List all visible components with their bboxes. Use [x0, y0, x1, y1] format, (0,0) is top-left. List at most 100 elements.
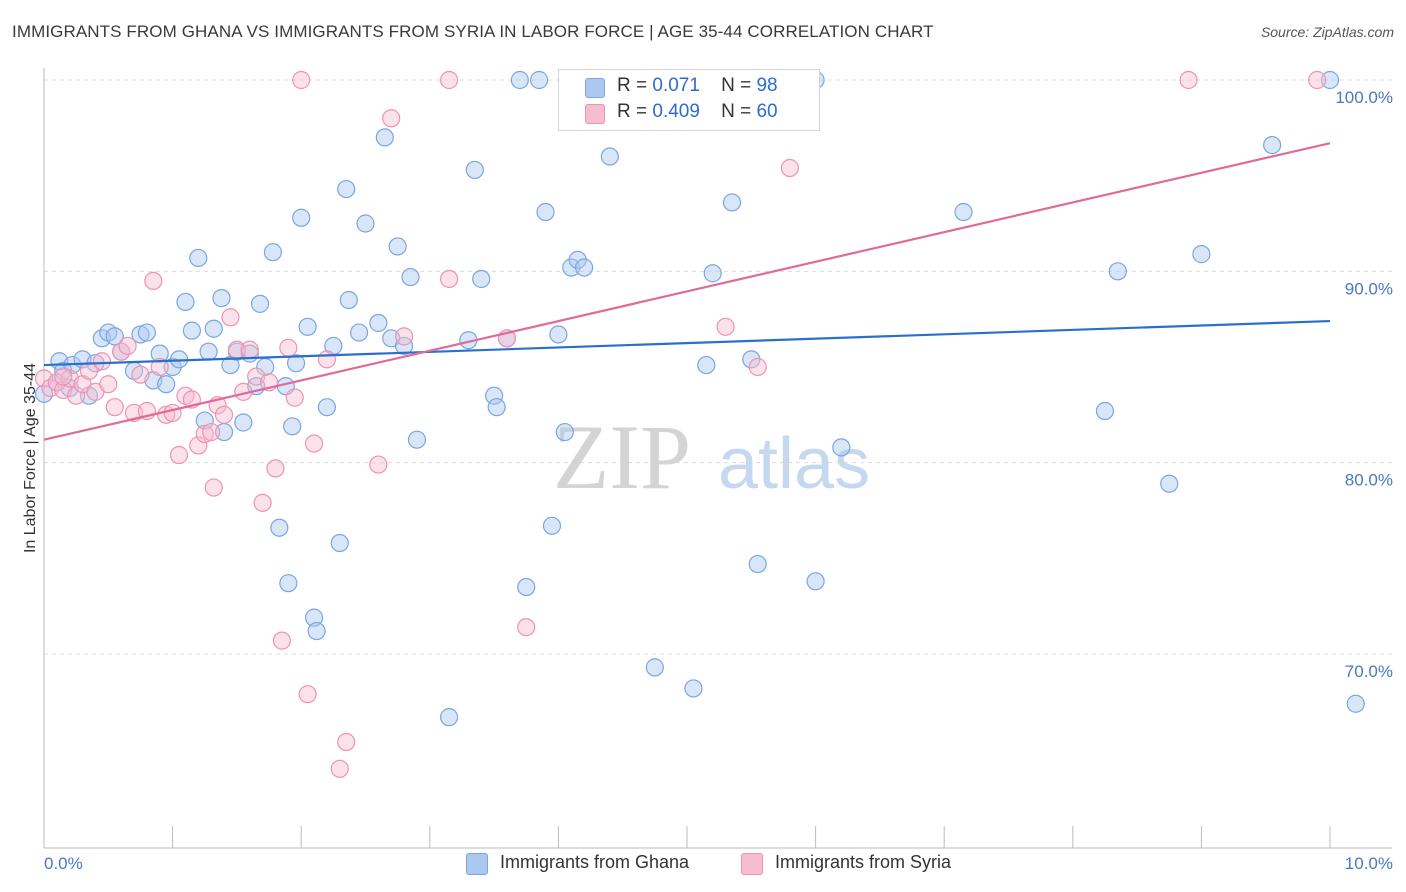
legend-swatch-ghana	[585, 78, 605, 98]
point-syria	[317, 350, 337, 369]
point-ghana	[317, 398, 337, 417]
y-tick-labels: 70.0% 80.0% 90.0% 100.0%	[1335, 88, 1393, 681]
point-ghana	[555, 422, 574, 442]
point-ghana	[250, 294, 270, 313]
point-ghana	[182, 321, 201, 340]
point-ghana	[549, 325, 568, 344]
point-syria	[285, 388, 304, 407]
point-ghana	[131, 325, 150, 344]
point-ghana	[542, 516, 562, 535]
point-syria	[202, 422, 221, 442]
trend-line-syria	[43, 142, 1331, 441]
point-syria	[92, 352, 111, 371]
point-syria	[439, 269, 459, 289]
point-ghana	[304, 608, 324, 627]
legend-r-label: R =	[617, 101, 648, 122]
point-syria	[67, 386, 86, 405]
point-ghana	[722, 193, 742, 212]
legend-r-value-syria: 0.409	[652, 101, 700, 122]
point-ghana	[1160, 474, 1179, 493]
point-syria	[163, 403, 182, 423]
point-ghana	[195, 411, 214, 430]
y-tick-label: 90.0%	[1345, 279, 1393, 298]
point-ghana	[157, 375, 176, 394]
point-syria	[131, 365, 150, 384]
y-tick-label: 80.0%	[1345, 471, 1393, 490]
point-syria	[716, 317, 735, 336]
point-ghana	[465, 160, 484, 180]
point-ghana	[645, 658, 664, 677]
point-syria	[337, 732, 356, 752]
series-ghana-points	[34, 70, 1365, 727]
bottom-legend-label-syria: Immigrants from Syria	[775, 852, 952, 872]
point-syria	[204, 478, 223, 497]
legend-n-value-syria: 60	[756, 101, 778, 122]
point-syria	[253, 493, 272, 512]
point-syria	[221, 308, 240, 327]
point-ghana	[530, 70, 549, 90]
bottom-legend-swatch-syria	[741, 853, 763, 875]
point-ghana	[286, 354, 306, 373]
point-ghana	[1192, 245, 1211, 264]
point-syria	[54, 367, 73, 386]
point-ghana	[375, 128, 394, 147]
point-ghana	[337, 179, 356, 199]
point-syria	[195, 424, 214, 444]
point-ghana	[485, 386, 504, 405]
point-ghana	[684, 679, 703, 698]
point-ghana	[388, 237, 407, 256]
point-ghana	[472, 269, 491, 289]
series-syria-points	[34, 70, 1327, 778]
x-tick-label: 10.0%	[1345, 854, 1393, 873]
point-ghana	[1320, 70, 1340, 90]
point-syria	[1308, 70, 1327, 90]
legend-n-label: N =	[721, 75, 752, 96]
point-ghana	[806, 572, 825, 591]
point-ghana	[487, 398, 506, 417]
point-ghana	[1346, 694, 1365, 713]
y-tick-label: 70.0%	[1345, 662, 1393, 681]
point-syria	[298, 685, 317, 704]
point-syria	[169, 445, 189, 465]
legend-r-value-ghana: 0.071	[652, 75, 700, 96]
point-ghana	[510, 70, 529, 90]
x-tick-labels: 0.0% 10.0%	[44, 854, 1393, 873]
point-ghana	[439, 708, 459, 727]
point-ghana	[1095, 401, 1115, 421]
point-ghana	[349, 323, 369, 342]
point-ghana	[703, 264, 722, 283]
point-ghana	[199, 342, 218, 361]
point-ghana	[292, 208, 311, 227]
point-syria	[292, 70, 311, 90]
point-syria	[240, 340, 259, 359]
source-label: Source: ZipAtlas.com	[1260, 24, 1394, 40]
point-ghana	[536, 202, 555, 222]
point-ghana	[307, 621, 326, 641]
point-syria	[439, 70, 459, 90]
point-syria	[150, 357, 169, 377]
point-ghana	[407, 430, 427, 449]
point-ghana	[356, 214, 375, 233]
point-ghana	[176, 292, 195, 312]
point-ghana	[298, 317, 317, 336]
grid-lines	[44, 79, 1392, 655]
x-tick-label: 0.0%	[44, 854, 83, 873]
point-syria	[369, 455, 388, 474]
point-syria	[279, 338, 298, 357]
y-axis-title: In Labor Force | Age 35-44	[22, 363, 39, 553]
point-syria	[189, 436, 208, 455]
point-ghana	[517, 577, 536, 597]
point-ghana	[339, 290, 358, 310]
point-ghana	[137, 323, 156, 342]
point-ghana	[832, 438, 851, 457]
trend-lines	[43, 142, 1331, 441]
point-ghana	[1108, 262, 1127, 281]
point-syria	[1179, 70, 1198, 90]
point-ghana	[1263, 135, 1282, 155]
point-ghana	[748, 554, 767, 574]
point-ghana	[394, 336, 414, 356]
legend-r-label: R =	[617, 75, 648, 96]
legend-swatch-syria	[585, 104, 605, 124]
bottom-legend-label-ghana: Immigrants from Ghana	[500, 852, 690, 872]
